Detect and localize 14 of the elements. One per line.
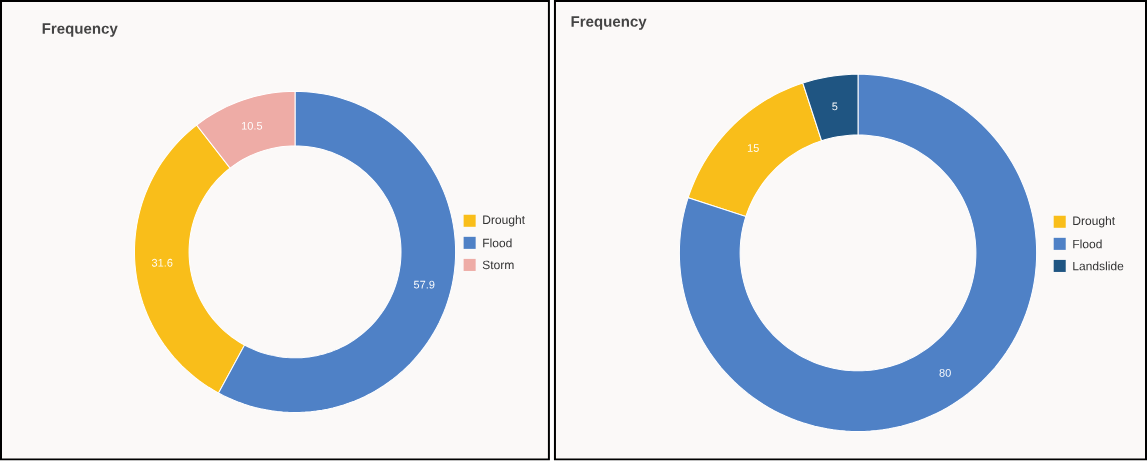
legend-label: Drought: [1073, 216, 1116, 228]
legend-label: Flood: [1073, 239, 1102, 249]
legend-label: Drought: [483, 215, 525, 227]
data-label: 31.6: [151, 259, 173, 267]
data-label: 5: [832, 102, 838, 111]
chart-title: Frequency: [571, 16, 647, 30]
data-label: 15: [747, 144, 759, 153]
data-label: 10.5: [241, 122, 263, 130]
legend-label: Storm: [482, 260, 514, 270]
legend-label: Landslide: [1073, 261, 1124, 271]
data-label: 57.9: [413, 280, 435, 289]
legend-label: Flood: [483, 238, 512, 248]
chart-title: Frequency: [42, 23, 118, 38]
data-label: 80: [939, 369, 951, 377]
